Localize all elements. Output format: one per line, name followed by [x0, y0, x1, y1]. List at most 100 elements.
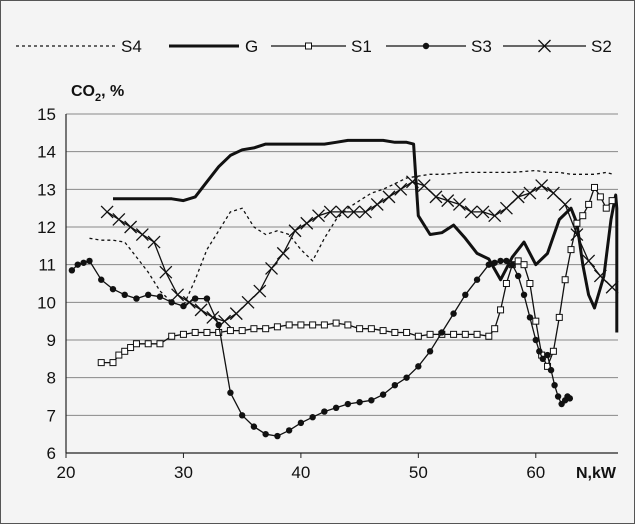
data-point-s2: [229, 307, 243, 321]
series-s2: [100, 175, 619, 328]
gridlines: [66, 113, 618, 454]
data-point-s2: [335, 205, 349, 219]
data-point-s3: [368, 397, 375, 404]
data-point-s1: [520, 261, 528, 269]
data-point-s3: [191, 295, 199, 302]
data-point-s2: [511, 190, 525, 204]
data-point-s1: [526, 280, 534, 287]
data-point-s1: [309, 321, 317, 329]
data-point-s1: [168, 332, 176, 340]
data-point-s3: [344, 400, 352, 408]
data-point-s3: [80, 259, 87, 266]
data-point-s3: [250, 423, 258, 430]
y-tick-label: 6: [47, 444, 56, 463]
data-point-s1: [502, 280, 510, 287]
legend-label-s1: S1: [351, 37, 372, 56]
data-point-s3: [554, 393, 562, 400]
data-point-s2: [171, 288, 185, 302]
data-point-s3: [391, 382, 399, 389]
legend-marker-s1: [305, 42, 312, 50]
y-tick-label: 8: [47, 369, 56, 388]
data-point-s1: [532, 317, 540, 325]
data-point-s3: [215, 321, 222, 329]
data-point-s1: [450, 330, 458, 338]
data-point-s3: [262, 430, 269, 438]
data-point-s1: [391, 328, 399, 336]
data-point-s2: [288, 224, 302, 238]
data-point-s3: [450, 310, 457, 317]
data-point-s3: [121, 291, 128, 298]
data-point-s2: [582, 254, 596, 268]
data-point-s2: [112, 213, 126, 226]
data-point-s3: [332, 404, 340, 411]
data-point-s1: [608, 197, 616, 205]
data-point-s1: [567, 246, 575, 254]
legend-item-s3: S3: [386, 37, 492, 56]
data-point-s3: [532, 336, 539, 344]
data-point-s1: [191, 328, 199, 336]
x-tick-label: 30: [174, 463, 193, 482]
data-point-s3: [203, 295, 211, 302]
data-point-s1: [379, 327, 387, 335]
data-point-s3: [536, 348, 543, 355]
data-point-s1: [367, 325, 375, 333]
data-point-s2: [147, 235, 161, 249]
series-s3: [68, 257, 574, 440]
legend-item-s1: S1: [271, 37, 372, 56]
data-point-s1: [332, 319, 340, 327]
data-point-s3: [547, 366, 555, 374]
data-point-s1: [144, 340, 152, 348]
data-point-s1: [297, 321, 305, 329]
data-point-s2: [476, 205, 490, 219]
series-line-g: [113, 138, 619, 333]
data-point-s1: [497, 306, 505, 314]
data-point-s1: [555, 313, 563, 321]
data-point-s2: [218, 314, 232, 328]
data-point-s2: [605, 280, 619, 294]
data-point-s1: [127, 344, 135, 352]
data-point-s1: [549, 347, 557, 355]
data-point-s1: [356, 325, 364, 333]
data-point-s2: [488, 209, 502, 223]
data-point-s3: [68, 267, 76, 274]
data-point-s3: [503, 257, 510, 265]
legend-label-s4: S4: [121, 37, 142, 56]
data-point-s1: [591, 183, 599, 191]
data-point-s2: [523, 186, 537, 200]
data-point-s3: [566, 395, 574, 402]
legend-label-g: G: [245, 37, 258, 56]
legend-marker-s2: [538, 39, 551, 53]
data-point-s3: [227, 389, 234, 396]
data-point-s2: [535, 179, 549, 193]
data-point-s3: [168, 299, 175, 306]
data-point-s2: [558, 197, 572, 211]
y-tick-label: 10: [37, 293, 56, 312]
data-point-s3: [415, 363, 422, 370]
data-point-s3: [473, 276, 481, 283]
data-point-s3: [514, 272, 522, 280]
legend: S4 G S1 S3 S2: [16, 37, 612, 56]
legend-item-g: G: [169, 37, 258, 56]
y-tick-label: 11: [38, 256, 56, 275]
data-point-s2: [182, 295, 196, 309]
legend-marker-s3: [422, 42, 430, 50]
data-point-s3: [133, 295, 140, 302]
data-point-s2: [593, 269, 607, 283]
series-group: [68, 138, 619, 440]
data-point-s1: [514, 257, 522, 265]
legend-label-s3: S3: [471, 37, 492, 56]
data-point-s2: [265, 261, 278, 275]
data-point-s2: [124, 220, 138, 234]
data-point-s1: [561, 276, 569, 284]
data-point-s2: [429, 190, 443, 204]
data-point-s3: [109, 285, 117, 293]
data-point-s3: [356, 398, 363, 406]
data-point-s2: [194, 303, 208, 317]
y-axis-title: CO2, %: [71, 83, 124, 104]
data-point-s1: [109, 359, 117, 367]
legend-label-s2: S2: [591, 37, 612, 56]
data-point-s3: [426, 348, 434, 355]
legend-item-s2: S2: [503, 37, 612, 56]
data-point-s1: [320, 321, 328, 329]
